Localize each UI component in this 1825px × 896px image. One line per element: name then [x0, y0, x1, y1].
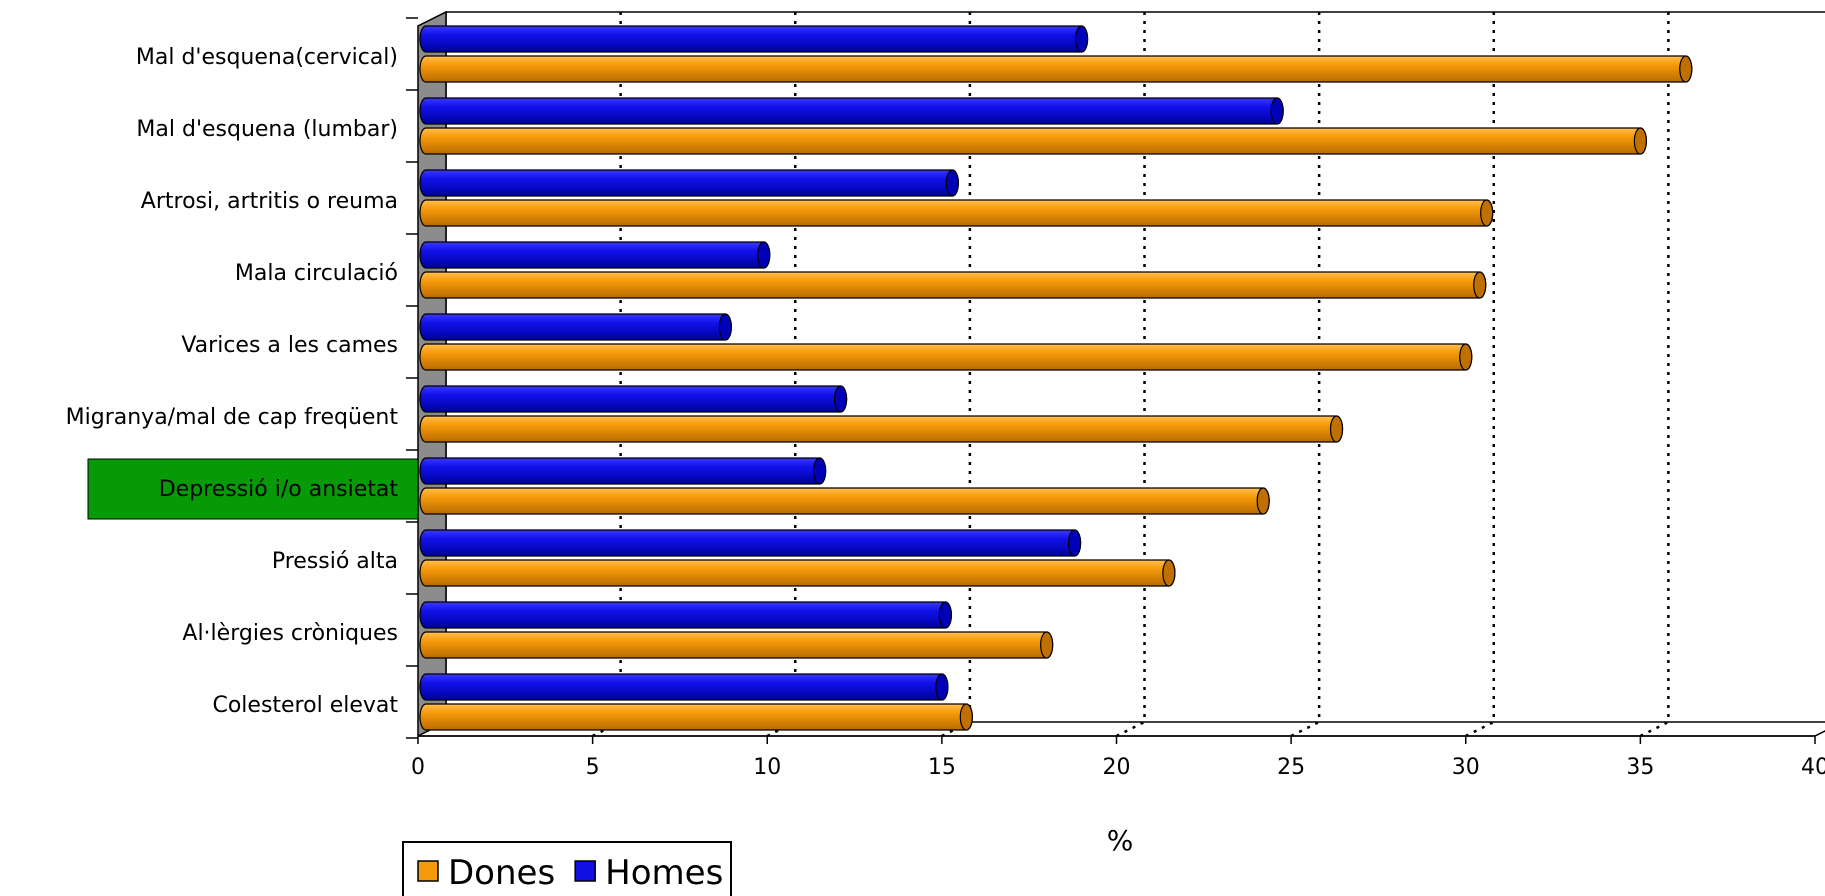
- bar-homes-mal-d-esquena-cervical: Mal d'esquena(cervical) — Homes: 19: [419, 25, 1089, 53]
- category-label: Mal d'esquena (lumbar): [136, 117, 398, 142]
- category-labels: Mal d'esquena(cervical) Mal d'esquena (lu…: [66, 45, 419, 718]
- bar-homes-artrosi-artritis-o-reuma: Artrosi, artritis o reuma — Homes: 15.3: [419, 169, 959, 197]
- category-label: Colesterol elevat: [212, 693, 398, 718]
- bar-dones-colesterol-elevat: Colesterol elevat — Dones: 15.7: [419, 703, 973, 731]
- category-label: Al·lèrgies cròniques: [182, 621, 398, 646]
- bar-dones-al-lergies-croniques: Al·lèrgies cròniques — Dones: 18: [419, 631, 1054, 659]
- bar-dones-mal-d-esquena-lumbar: Mal d'esquena (lumbar) — Dones: 35: [419, 127, 1647, 155]
- bar-dones-migranya-mal-de-cap-frequent: Migranya/mal de cap freqüent — Dones: 26…: [419, 415, 1344, 443]
- legend-frame: [402, 841, 732, 896]
- category-label: Varices a les cames: [181, 333, 398, 358]
- bar-homes-mala-circulacio: Mala circulació — Homes: 9.9: [419, 241, 771, 269]
- x-tick-label: 10: [753, 755, 781, 780]
- bars: Mal d'esquena(cervical) — Homes: 19Mal d…: [419, 25, 1693, 731]
- bar-homes-depressio-i-o-ansietat: Depressió i/o ansietat — Homes: 11.5: [419, 457, 827, 485]
- bar-dones-mal-d-esquena-cervical: Mal d'esquena(cervical) — Dones: 36.3: [419, 55, 1693, 83]
- bar-dones-artrosi-artritis-o-reuma: Artrosi, artritis o reuma — Dones: 30.6: [419, 199, 1494, 227]
- bar-homes-pressio-alta: Pressió alta — Homes: 18.8: [419, 529, 1082, 557]
- x-tick-label: 30: [1452, 755, 1480, 780]
- bar-homes-al-lergies-croniques: Al·lèrgies cròniques — Homes: 15.1: [419, 601, 952, 629]
- x-tick-label: 0: [411, 755, 425, 780]
- x-tick-label: 5: [586, 755, 600, 780]
- category-label: Mala circulació: [235, 261, 398, 286]
- legend-label-dones: Dones: [448, 853, 555, 893]
- x-tick-label: 15: [928, 755, 956, 780]
- bar-dones-pressio-alta: Pressió alta — Dones: 21.5: [419, 559, 1176, 587]
- bar-homes-varices-a-les-cames: Varices a les cames — Homes: 8.8: [419, 313, 732, 341]
- highlight-box: [87, 458, 419, 520]
- bar-homes-colesterol-elevat: Colesterol elevat — Homes: 15: [419, 673, 949, 701]
- category-label: Pressió alta: [272, 549, 398, 574]
- legend-swatch-dones: [417, 860, 439, 882]
- x-tick-label: 20: [1103, 755, 1131, 780]
- bar-dones-depressio-i-o-ansietat: Depressió i/o ansietat — Dones: 24.2: [419, 487, 1270, 515]
- x-tick-label: 25: [1277, 755, 1305, 780]
- legend: Dones Homes: [402, 841, 732, 896]
- category-label: Mal d'esquena(cervical): [136, 45, 398, 70]
- x-axis-label: %: [1107, 824, 1134, 857]
- category-label: Depressió i/o ansietat: [159, 477, 399, 502]
- bar-dones-varices-a-les-cames: Varices a les cames — Dones: 30: [419, 343, 1473, 371]
- legend-label-homes: Homes: [605, 853, 723, 893]
- x-tick-label: 40: [1801, 755, 1825, 780]
- x-axis: 0 5 10 15 20 25 30 35 40: [406, 17, 1825, 780]
- legend-swatch-homes: [574, 860, 596, 882]
- x-tick-label: 35: [1626, 755, 1654, 780]
- bar-homes-migranya-mal-de-cap-frequent: Migranya/mal de cap freqüent — Homes: 12…: [419, 385, 848, 413]
- bar-dones-mala-circulacio: Mala circulació — Dones: 30.4: [419, 271, 1487, 299]
- bar-homes-mal-d-esquena-lumbar: Mal d'esquena (lumbar) — Homes: 24.6: [419, 97, 1284, 125]
- category-label: Migranya/mal de cap freqüent: [66, 405, 399, 430]
- category-label: Artrosi, artritis o reuma: [141, 189, 398, 214]
